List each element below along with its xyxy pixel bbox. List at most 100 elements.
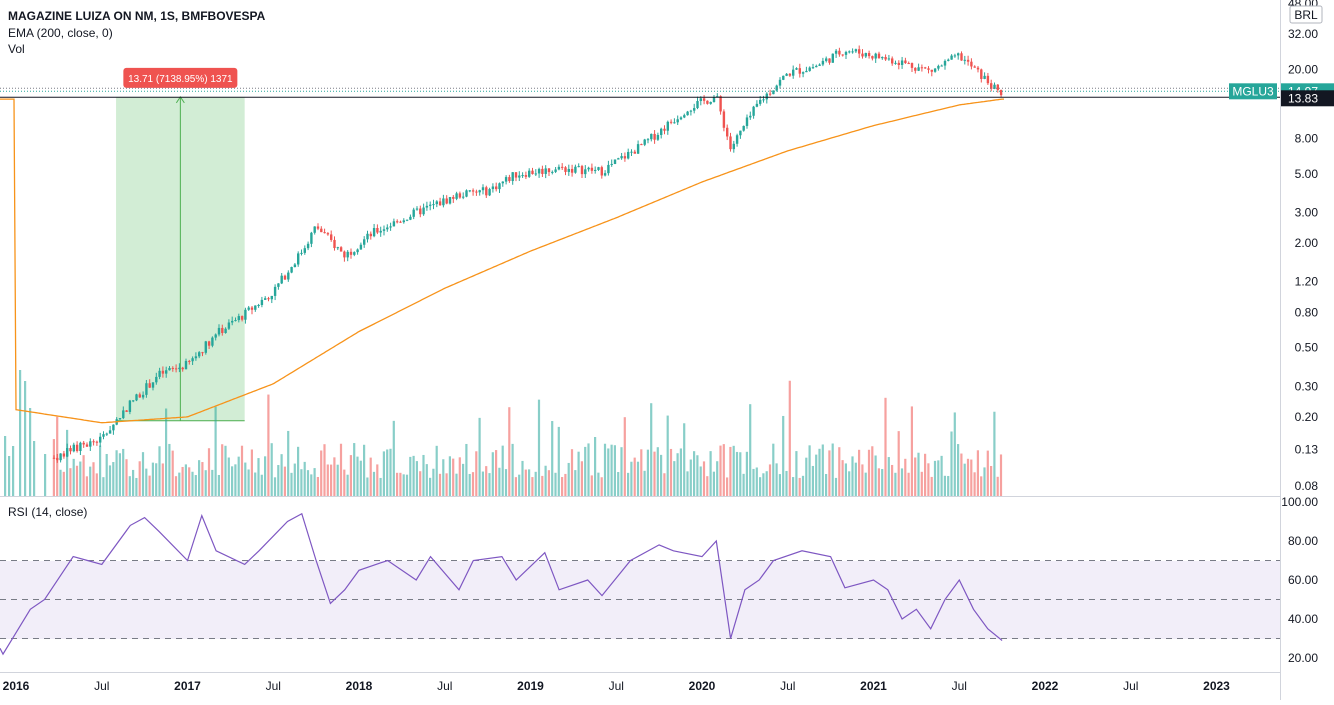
time-tick-label: 2018 (346, 679, 373, 693)
volume-bar (75, 465, 79, 496)
candle-body (775, 85, 778, 91)
candle-body (564, 167, 567, 172)
candle-body (369, 233, 372, 237)
volume-bar (884, 397, 887, 496)
candle-body (976, 67, 980, 70)
candle-body (316, 226, 320, 229)
time-tick-label: Jul (780, 679, 795, 693)
candle-body (795, 68, 798, 70)
candle-body (752, 106, 755, 116)
candle-body (310, 232, 313, 244)
candle-body (392, 221, 396, 227)
volume-bar (455, 473, 458, 496)
volume-bar (254, 472, 257, 496)
candle-body (980, 69, 983, 79)
candle-body (132, 400, 135, 402)
candle-body (970, 61, 973, 67)
volume-bar (927, 463, 930, 496)
candle-body (947, 59, 950, 61)
candle-body (353, 252, 356, 255)
candle-body (471, 190, 475, 192)
volume-bar (521, 460, 524, 496)
candle-body (943, 60, 947, 66)
candle-body (386, 227, 389, 230)
volume-bar (531, 477, 534, 496)
candle-body (660, 128, 663, 135)
volume-bar (950, 431, 953, 496)
candle-body (636, 144, 640, 154)
volume-bar (356, 456, 359, 496)
volume-bar (762, 473, 765, 496)
volume-bar (689, 459, 692, 496)
volume-bar (290, 472, 293, 496)
candle-body (429, 204, 432, 206)
candle-body (646, 139, 650, 141)
volume-bar (379, 477, 382, 496)
candle-body (966, 59, 970, 62)
candle-body (801, 72, 805, 74)
volume-bar (937, 460, 940, 496)
volume-bar (501, 445, 504, 496)
volume-bar (108, 465, 112, 496)
candle-body (313, 226, 316, 233)
volume-bar (399, 472, 402, 496)
rsi-indicator-label[interactable]: RSI (14, close) (8, 505, 88, 519)
volume-bar (587, 443, 590, 496)
volume-bar (844, 463, 847, 496)
volume-bar (462, 463, 465, 496)
candle-body (72, 444, 75, 452)
volume-bar (785, 470, 788, 496)
candle-body (749, 115, 752, 118)
candle-body (630, 151, 633, 153)
candle-body (518, 175, 521, 178)
candle-body (729, 136, 732, 150)
ema-indicator-label[interactable]: EMA (200, close, 0) (8, 26, 113, 40)
volume-bar (343, 469, 346, 496)
volume-bar (607, 448, 610, 496)
price-tick-label: 8.00 (1295, 132, 1319, 146)
time-tick-label: 2019 (517, 679, 544, 693)
volume-bar (887, 457, 890, 496)
volume-bar (498, 467, 501, 496)
candle-body (900, 60, 904, 65)
candle-body (920, 67, 924, 69)
volume-bar (801, 475, 805, 496)
candle-body (336, 247, 339, 249)
candles-group (52, 45, 1003, 463)
candle-body (108, 430, 112, 434)
volume-bar (719, 445, 722, 496)
candle-body (867, 53, 871, 57)
candle-body (950, 55, 953, 60)
candle-body (330, 234, 333, 240)
volume-bar (696, 455, 699, 496)
volume-bar (24, 381, 27, 496)
candle-body (841, 54, 844, 56)
candle-body (914, 67, 917, 71)
candle-body (158, 370, 161, 377)
candle-body (557, 166, 561, 170)
volume-bar (940, 455, 943, 496)
price-tick-label: 0.50 (1295, 341, 1319, 355)
volume-bar (471, 472, 475, 496)
volume-bar (280, 454, 283, 496)
candle-body (148, 383, 151, 388)
volume-bar (702, 461, 706, 496)
volume-bar (306, 470, 310, 496)
candle-body (125, 410, 128, 412)
candle-body (264, 298, 267, 300)
line-price-tag-bg (1281, 90, 1334, 107)
volume-bar (293, 463, 296, 496)
volume-bar (465, 443, 468, 496)
volume-bar (105, 453, 108, 496)
candle-body (597, 167, 600, 170)
volume-bar (597, 472, 600, 496)
candle-body (415, 208, 419, 210)
volume-bar (755, 467, 758, 496)
symbol-tag-bg (1229, 83, 1277, 100)
candle-body (851, 51, 854, 53)
symbol-title[interactable]: MAGAZINE LUIZA ON NM, 1S, BMFBOVESPA (8, 9, 266, 23)
volume-bar (227, 457, 230, 496)
volume-indicator-label[interactable]: Vol (8, 42, 25, 56)
volume-bar (966, 458, 970, 496)
measure-label-bg (123, 67, 238, 88)
